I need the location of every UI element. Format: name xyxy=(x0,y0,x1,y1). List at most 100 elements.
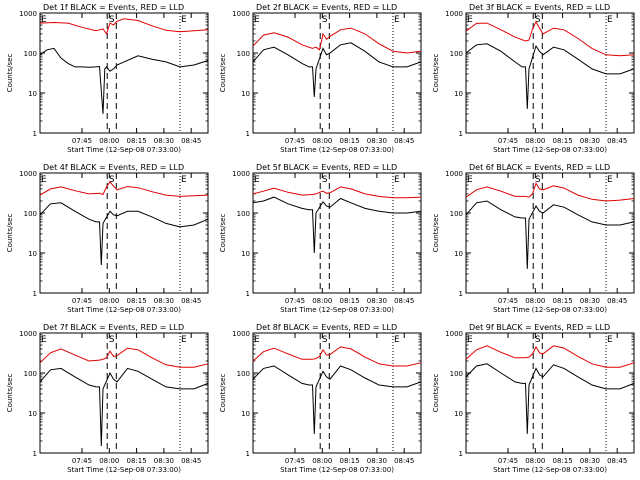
x-tick-label: 08:45 xyxy=(181,137,201,145)
chart-title: Det 1f BLACK = Events, RED = LLD xyxy=(43,3,184,12)
event-marker-label: E xyxy=(394,175,400,185)
y-tick-label: 100 xyxy=(450,50,463,58)
y-tick-label: 10 xyxy=(454,90,463,98)
x-axis-label: Start Time (12-Sep-08 07:33:00) xyxy=(67,466,181,474)
x-tick-label: 07:45 xyxy=(72,137,92,145)
x-tick-label: 07:45 xyxy=(72,297,92,305)
event-marker-label: E xyxy=(607,175,613,185)
x-tick-label: 08:15 xyxy=(127,297,147,305)
y-tick-label: 1 xyxy=(33,290,37,298)
chart-panel-6: Det 6f BLACK = Events, RED = LLD 1 10 100 10… xyxy=(432,163,635,314)
x-tick-label: 08:15 xyxy=(127,457,147,465)
chart-title: Det 2f BLACK = Events, RED = LLD xyxy=(256,3,397,12)
series-line-lld xyxy=(252,346,422,367)
plot-frame xyxy=(252,332,422,454)
event-marker-label: E xyxy=(41,175,47,185)
x-tick-label: 08:45 xyxy=(181,297,201,305)
y-tick-label: 10 xyxy=(241,90,250,98)
y-tick-label: 10 xyxy=(454,410,463,418)
event-marker-label: E xyxy=(467,175,473,185)
chart-title: Det 8f BLACK = Events, RED = LLD xyxy=(256,323,397,332)
x-axis-label: Start Time (12-Sep-08 07:33:00) xyxy=(280,466,394,474)
chart-panel-2: Det 2f BLACK = Events, RED = LLD 1 10 100 10… xyxy=(219,3,422,154)
x-tick-label: 07:45 xyxy=(498,457,518,465)
series-line-events xyxy=(252,42,422,97)
x-tick-label: 08:00 xyxy=(99,457,119,465)
event-marker-label: E xyxy=(607,335,613,345)
x-tick-label: 08:30 xyxy=(367,457,387,465)
y-tick-label: 100 xyxy=(24,370,37,378)
event-marker-label: E xyxy=(254,335,260,345)
y-tick-label: 1000 xyxy=(232,170,250,178)
y-tick-label: 1 xyxy=(246,450,250,458)
saa-marker-label: S xyxy=(109,175,115,185)
series-line-events xyxy=(465,363,635,434)
x-tick-label: 08:45 xyxy=(181,457,201,465)
plot-frame xyxy=(465,172,635,294)
y-tick-label: 1000 xyxy=(445,330,463,338)
x-tick-label: 07:45 xyxy=(498,137,518,145)
x-tick-label: 08:30 xyxy=(580,137,600,145)
x-tick-label: 08:45 xyxy=(607,137,627,145)
y-tick-label: 1000 xyxy=(19,10,37,18)
x-tick-label: 08:30 xyxy=(580,297,600,305)
y-tick-label: 100 xyxy=(450,370,463,378)
series-line-lld xyxy=(39,18,209,36)
series-line-lld xyxy=(39,181,209,197)
event-marker-label: E xyxy=(181,15,187,25)
series-line-lld xyxy=(252,186,422,199)
y-tick-label: 100 xyxy=(237,50,250,58)
y-tick-label: 10 xyxy=(28,250,37,258)
saa-marker-label: S xyxy=(322,335,328,345)
x-tick-label: 08:45 xyxy=(394,297,414,305)
chart-panel-4: Det 4f BLACK = Events, RED = LLD 1 10 100 10… xyxy=(6,163,209,314)
plot-frame xyxy=(465,12,635,134)
y-tick-label: 1000 xyxy=(445,10,463,18)
x-axis-label: Start Time (12-Sep-08 07:33:00) xyxy=(493,466,607,474)
saa-marker-label: S xyxy=(109,335,115,345)
x-tick-label: 08:15 xyxy=(340,137,360,145)
y-axis-label: Counts/sec xyxy=(6,54,14,93)
y-axis-label: Counts/sec xyxy=(219,374,227,413)
x-axis-label: Start Time (12-Sep-08 07:33:00) xyxy=(67,146,181,154)
y-tick-label: 1000 xyxy=(445,170,463,178)
x-tick-label: 08:00 xyxy=(312,457,332,465)
y-tick-label: 1 xyxy=(459,450,463,458)
x-tick-label: 08:00 xyxy=(525,297,545,305)
saa-marker-label: S xyxy=(535,15,541,25)
y-tick-label: 100 xyxy=(237,210,250,218)
y-tick-label: 10 xyxy=(28,90,37,98)
y-tick-label: 100 xyxy=(237,370,250,378)
event-marker-label: E xyxy=(467,335,473,345)
plot-frame xyxy=(252,172,422,294)
saa-marker-label: S xyxy=(322,175,328,185)
event-marker-label: E xyxy=(394,15,400,25)
series-line-events xyxy=(39,367,209,447)
y-tick-label: 1 xyxy=(33,130,37,138)
x-tick-label: 08:15 xyxy=(553,297,573,305)
y-tick-label: 10 xyxy=(241,410,250,418)
chart-panel-1: Det 1f BLACK = Events, RED = LLD 1 10 100 10… xyxy=(6,3,209,154)
y-tick-label: 1000 xyxy=(19,330,37,338)
y-tick-label: 1000 xyxy=(232,10,250,18)
series-line-lld xyxy=(465,182,635,202)
event-marker-label: E xyxy=(254,175,260,185)
chart-title: Det 5f BLACK = Events, RED = LLD xyxy=(256,163,397,172)
y-tick-label: 1 xyxy=(459,290,463,298)
series-line-lld xyxy=(465,20,635,57)
x-tick-label: 08:15 xyxy=(553,137,573,145)
chart-panel-3: Det 3f BLACK = Events, RED = LLD 1 10 100 10… xyxy=(432,3,635,154)
y-axis-label: Counts/sec xyxy=(6,214,14,253)
x-tick-label: 08:00 xyxy=(525,137,545,145)
saa-marker-label: S xyxy=(535,335,541,345)
x-tick-label: 08:00 xyxy=(312,297,332,305)
chart-panel-9: Det 9f BLACK = Events, RED = LLD 1 10 100 10… xyxy=(432,323,635,474)
plot-frame xyxy=(465,332,635,454)
y-tick-label: 100 xyxy=(24,210,37,218)
x-tick-label: 07:45 xyxy=(285,137,305,145)
x-tick-label: 08:30 xyxy=(367,137,387,145)
x-axis-label: Start Time (12-Sep-08 07:33:00) xyxy=(493,306,607,314)
chart-title: Det 3f BLACK = Events, RED = LLD xyxy=(469,3,610,12)
chart-title: Det 4f BLACK = Events, RED = LLD xyxy=(43,163,184,172)
chart-panel-7: Det 7f BLACK = Events, RED = LLD 1 10 100 10… xyxy=(6,323,209,474)
